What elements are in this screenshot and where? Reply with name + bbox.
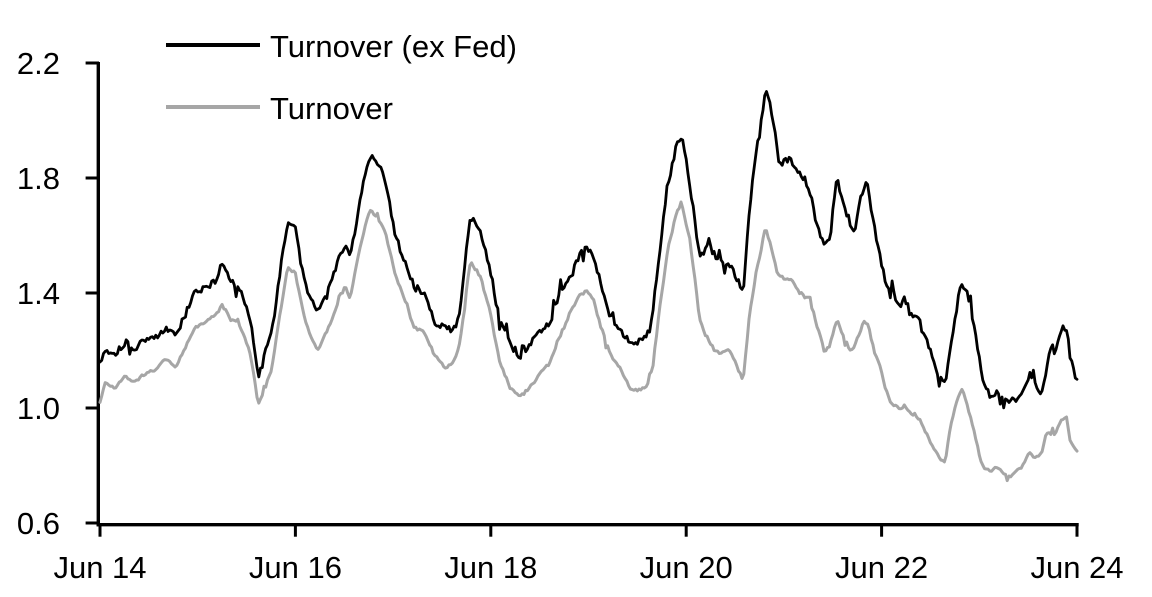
- axes: [85, 61, 1079, 537]
- y-tick-label: 0.6: [17, 506, 60, 541]
- legend-label-turnover: Turnover: [270, 91, 393, 126]
- legend-label-turnover-ex-fed: Turnover (ex Fed): [270, 29, 517, 64]
- x-tick-label: Jun 18: [444, 550, 537, 585]
- x-tick-label: Jun 24: [1030, 550, 1123, 585]
- legend: Turnover (ex Fed) Turnover: [166, 29, 517, 126]
- x-tick-label: Jun 16: [249, 550, 342, 585]
- y-tick-label: 1.8: [17, 161, 60, 196]
- y-tick-label: 1.0: [17, 391, 60, 426]
- series-line-turnover: [98, 200, 1079, 483]
- x-tick-label: Jun 14: [53, 550, 146, 585]
- y-tick-label: 1.4: [17, 276, 60, 311]
- x-tick-label: Jun 20: [640, 550, 733, 585]
- x-tick-label: Jun 22: [835, 550, 928, 585]
- series-line-turnover-ex-fed: [98, 90, 1079, 410]
- axis-tick-labels: Jun 14 Jun 16 Jun 18 Jun 20 Jun 22 Jun 24 0.6 1…: [17, 46, 1124, 585]
- y-tick-label: 2.2: [17, 46, 60, 81]
- plot-area: [98, 90, 1079, 483]
